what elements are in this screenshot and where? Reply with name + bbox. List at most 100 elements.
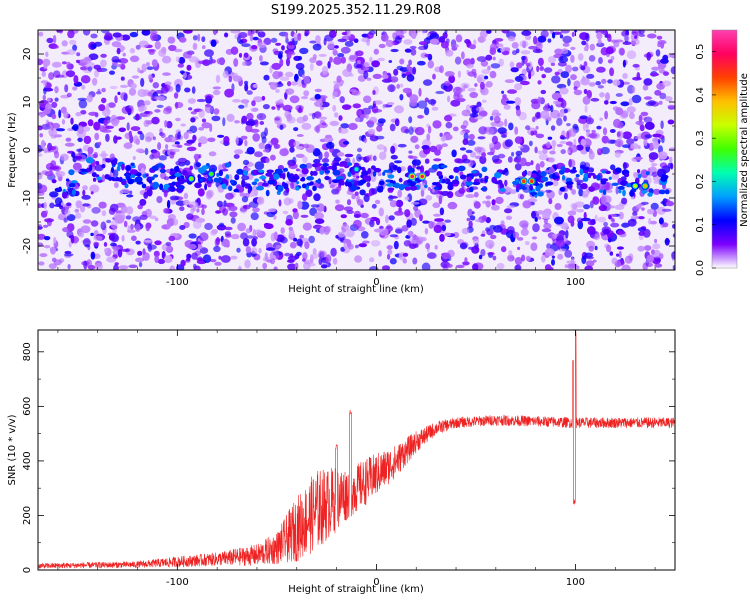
spectrogram-cell: [156, 196, 163, 204]
spectrogram-cell: [304, 241, 310, 250]
spectrogram-cell: [121, 235, 125, 242]
spectrogram-cell: [423, 79, 433, 86]
spectrogram-ridge-cell: [309, 181, 314, 186]
spectrogram-cell: [417, 114, 424, 119]
y-tick-label: 400: [22, 451, 33, 470]
spectrogram-cell: [618, 250, 622, 259]
spectrogram-cell: [241, 179, 246, 188]
spectrogram-cell: [40, 139, 46, 149]
spectrogram-ridge-cell: [393, 182, 401, 189]
spectrogram-cell: [376, 144, 385, 151]
snr-frame: [37, 329, 676, 571]
spectrogram-cell: [237, 222, 247, 232]
spectrogram-cell: [332, 91, 338, 97]
spectrogram-cell: [574, 201, 585, 208]
spectrogram-cell: [119, 84, 129, 88]
spectrogram-cell: [606, 189, 613, 193]
spectrogram-ridge-cell: [65, 178, 70, 182]
spectrogram-cell: [585, 117, 595, 125]
spectrogram-cell: [478, 254, 483, 260]
spectrogram-ridge-cell: [225, 174, 230, 180]
spectrogram-cell: [202, 254, 212, 263]
spectrogram-ridge-cell: [331, 179, 340, 184]
spectrogram-cell: [172, 218, 179, 226]
spectrogram-cell: [638, 33, 646, 37]
spectrogram-cell: [46, 37, 54, 44]
spectrogram-cell: [411, 201, 420, 205]
spectrogram-ridge-cell: [177, 185, 185, 190]
spectrogram-cell: [596, 32, 603, 40]
spectrogram-cell: [127, 229, 136, 233]
spectrogram-cell: [615, 107, 624, 116]
spectrogram-cell: [297, 32, 302, 41]
spectrogram-cell: [489, 115, 494, 121]
spectrogram-cell: [497, 127, 507, 134]
colorbar-tick-label: 0.3: [695, 130, 706, 146]
spectrogram-cell: [43, 201, 47, 210]
spectrogram-cell: [421, 30, 426, 34]
spectrogram-cell: [64, 84, 69, 93]
spectrogram-cell: [530, 130, 534, 136]
spectrogram-cell: [531, 210, 540, 219]
spectrogram-cell: [113, 264, 119, 270]
spectrogram-cell: [267, 208, 277, 213]
spectrogram-cell: [572, 66, 579, 72]
spectrogram-cell: [121, 248, 130, 252]
spectrogram-cell: [103, 242, 108, 247]
spectrogram-cell: [103, 119, 108, 126]
spectrogram-cell: [83, 56, 92, 64]
spectrogram-cell: [183, 30, 193, 34]
spectrogram-cell: [374, 199, 381, 205]
spectrogram-cell: [614, 204, 625, 210]
spectrogram-cell: [568, 127, 577, 137]
spectrogram-cell: [602, 202, 612, 212]
spectrogram-ridge-cell: [596, 174, 601, 181]
spectrogram-cell: [622, 162, 628, 170]
spectrogram-cell: [461, 51, 465, 60]
spectrogram-cell: [532, 48, 543, 54]
spectrogram-cell: [521, 58, 525, 66]
spectrogram-cell: [584, 265, 593, 270]
spectrogram-ridge-cell: [324, 169, 330, 174]
spectrogram-cell: [571, 189, 576, 195]
spectrogram-cell: [263, 74, 270, 81]
spectrogram-cell: [312, 170, 318, 176]
spectrogram-hotspot: [189, 177, 194, 181]
spectrogram-cell: [418, 87, 422, 97]
spectrogram-cell: [232, 99, 241, 103]
spectrogram-cell: [48, 72, 55, 80]
spectrogram-cell: [55, 128, 66, 132]
spectrogram-cell: [403, 39, 413, 45]
spectrogram-cell: [192, 42, 198, 51]
spectrogram-cell: [145, 62, 150, 67]
spectrogram-cell: [508, 250, 513, 256]
spectrogram-cell: [38, 58, 44, 66]
spectrogram-cell: [148, 74, 153, 81]
spectrogram-cell: [455, 264, 465, 269]
spectrogram-cell: [169, 150, 175, 156]
spectrogram-cell: [528, 198, 538, 203]
spectrogram-cell: [504, 79, 515, 83]
spectrogram-cell: [605, 46, 614, 55]
spectrogram-cell: [246, 235, 254, 239]
spectrogram-cell: [297, 78, 303, 87]
spectrogram-cell: [151, 116, 160, 125]
spectrogram-cell: [238, 104, 245, 109]
spectrogram-cell: [261, 136, 267, 144]
spectrogram-cell: [543, 222, 552, 230]
spectrogram-cell: [100, 59, 107, 68]
spectrogram-cell: [396, 83, 401, 89]
spectrogram-cell: [565, 64, 572, 74]
spectrogram-cell: [409, 94, 419, 103]
spectrogram-cell: [76, 52, 81, 57]
spectrogram-cell: [301, 122, 312, 130]
spectrogram-ridge-cell: [466, 176, 472, 182]
spectrogram-cell: [563, 115, 567, 122]
spectrogram-cell: [511, 50, 518, 56]
spectrogram-cell: [351, 90, 361, 96]
colorbar-tick-label: 0.5: [695, 44, 706, 60]
spectrogram-cell: [356, 153, 362, 162]
spectrogram-cell: [392, 32, 396, 40]
spectrogram-cell: [178, 56, 186, 65]
spectrogram-cell: [402, 87, 412, 94]
